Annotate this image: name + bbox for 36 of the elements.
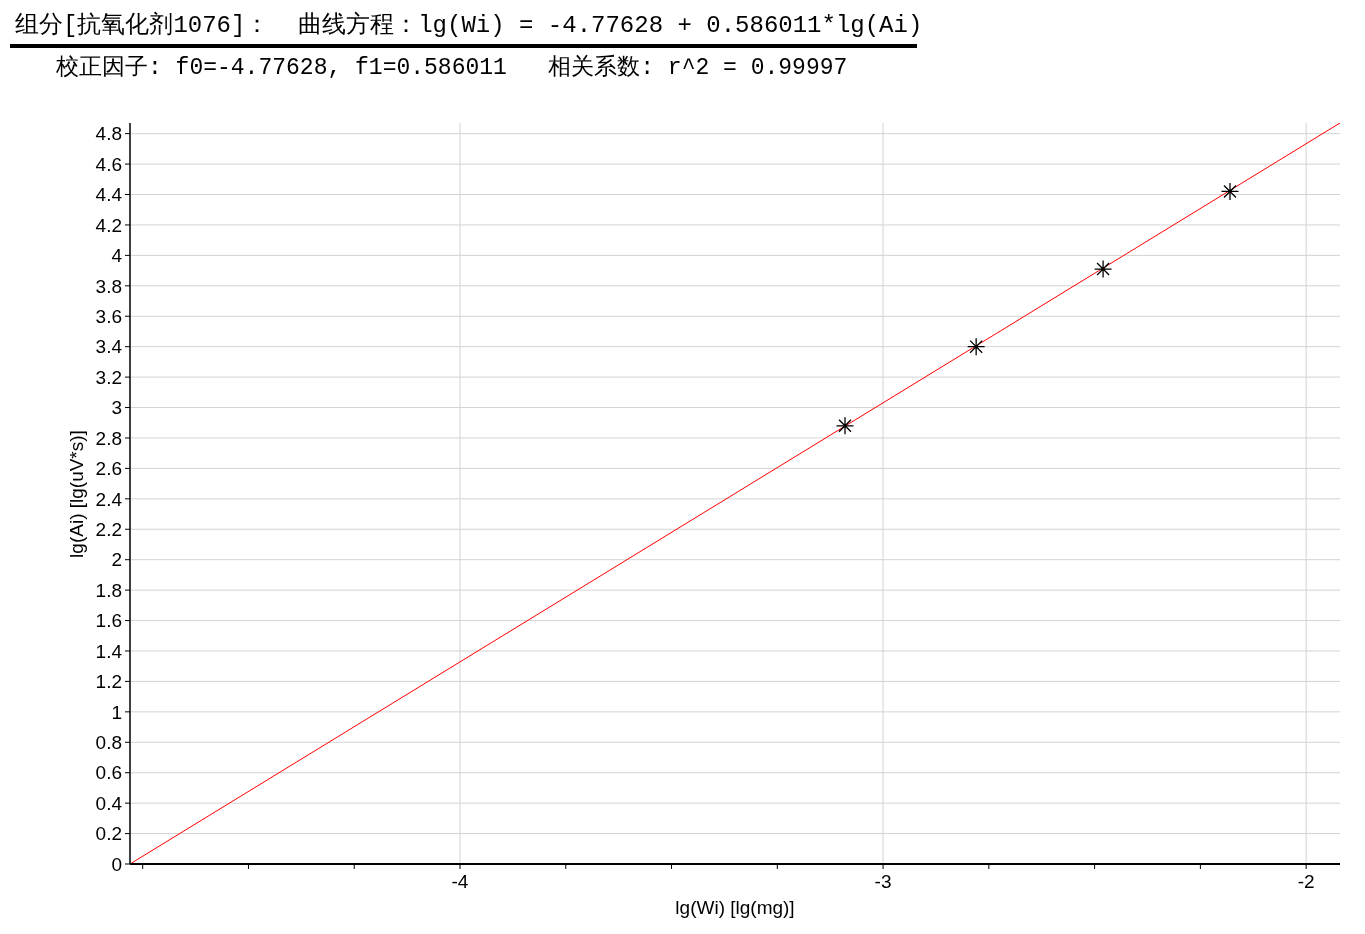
y-tick-label: 0.4 <box>95 792 123 814</box>
y-tick-label: 3.6 <box>95 305 122 327</box>
y-tick-label: 0 <box>111 853 122 875</box>
y-axis-title: lg(Ai) [lg(uV*s)] <box>66 429 87 558</box>
y-tick-label: 4.4 <box>95 184 123 206</box>
y-tick-label: 0.2 <box>95 823 122 845</box>
y-tick-label: 3.8 <box>95 275 122 297</box>
chart-title: 组分[抗氧化剂1076]： 曲线方程：lg(Wi) = -4.77628 + 0.586011*lg(Ai) <box>15 12 923 39</box>
y-tick-label: 1.2 <box>95 671 122 693</box>
y-tick-label: 1 <box>111 701 122 723</box>
y-tick-label: 3.4 <box>95 336 123 358</box>
y-tick-label: 2.6 <box>95 458 122 480</box>
y-tick-label: 0.8 <box>95 732 122 754</box>
y-tick-label: 2.8 <box>95 427 122 449</box>
y-tick-label: 3.2 <box>95 366 122 388</box>
y-tick-label: 1.4 <box>95 640 123 662</box>
x-tick-label: -4 <box>451 871 469 893</box>
point <box>835 416 855 435</box>
point <box>1093 259 1113 279</box>
y-tick-label: 2.2 <box>95 519 122 540</box>
chart-subtitle: 校正因子: f0=-4.77628, f1=0.586011 相关系数: r^2 = 0.99997 <box>56 55 848 81</box>
x-tick-label: -2 <box>1297 871 1315 893</box>
y-tick-label: 4.8 <box>95 123 122 145</box>
point <box>967 337 986 356</box>
x-tick-label: -3 <box>874 871 892 893</box>
x-axis-title: lg(Wi) [lg(mg)] <box>675 897 795 918</box>
y-tick-label: 4.6 <box>95 153 122 175</box>
y-tick-label: 2.4 <box>95 488 123 510</box>
y-tick-label: 1.6 <box>95 610 122 632</box>
y-tick-label: 4 <box>111 245 123 267</box>
y-tick-label: 0.6 <box>95 762 122 784</box>
y-tick-label: 1.8 <box>95 579 122 601</box>
y-tick-label: 3 <box>111 397 122 419</box>
y-tick-label: 4.2 <box>95 214 122 236</box>
point <box>1220 182 1240 201</box>
y-tick-label: 2 <box>111 549 122 571</box>
